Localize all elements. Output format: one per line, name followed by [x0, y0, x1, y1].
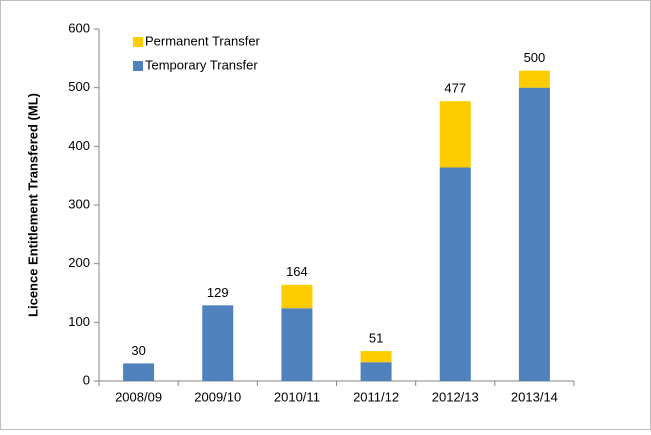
bar-segment — [439, 167, 471, 381]
bar-segment — [439, 101, 471, 168]
y-tick-label: 500 — [68, 79, 90, 94]
legend-label: Temporary Transfer — [145, 57, 258, 72]
data-label: 477 — [444, 81, 466, 96]
data-label: 30 — [131, 343, 145, 358]
x-tick-label: 2011/12 — [353, 389, 399, 404]
y-axis-label: Licence Entitlement Transfered (ML) — [25, 93, 40, 317]
bar-segment — [360, 362, 392, 381]
x-tick-label: 2009/10 — [194, 389, 241, 404]
y-tick-label: 100 — [68, 314, 90, 329]
y-tick-label: 0 — [83, 372, 90, 387]
x-tick-label: 2010/11 — [274, 389, 320, 404]
data-label: 129 — [207, 285, 229, 300]
bar-segment — [281, 284, 313, 309]
bar-segment — [360, 351, 392, 363]
data-label: 500 — [524, 50, 546, 65]
legend-swatch — [133, 37, 143, 47]
legend-label: Permanent Transfer — [145, 33, 261, 48]
x-tick-label: 2012/13 — [432, 389, 479, 404]
bar-segment — [281, 308, 313, 381]
bar-segment — [518, 87, 550, 382]
x-tick-label: 2013/14 — [511, 389, 558, 404]
y-tick-label: 200 — [68, 255, 90, 270]
bar-segment — [518, 70, 550, 88]
data-label: 164 — [286, 264, 308, 279]
legend-swatch — [133, 61, 143, 71]
bar-segment — [202, 305, 234, 381]
bar-segment — [123, 363, 155, 381]
y-tick-label: 400 — [68, 138, 90, 153]
y-tick-label: 300 — [68, 196, 90, 211]
data-label: 51 — [369, 331, 383, 346]
x-tick-label: 2008/09 — [115, 389, 162, 404]
y-tick-label: 600 — [68, 20, 90, 35]
